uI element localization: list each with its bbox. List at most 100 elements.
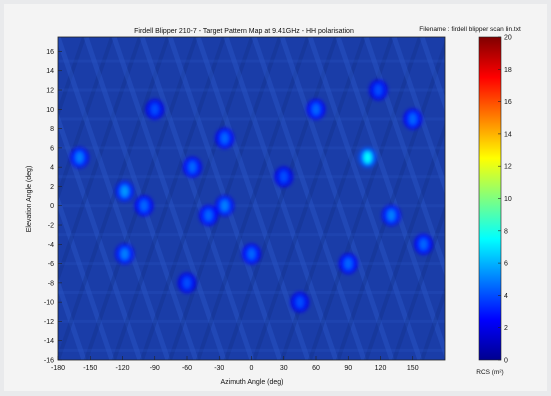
texture-line xyxy=(4,37,28,360)
y-tick-label: -4 xyxy=(48,242,54,249)
colorbar-tick-label: 4 xyxy=(504,293,508,300)
hotspot xyxy=(279,170,288,183)
texture-line xyxy=(58,275,87,360)
y-tick-label: 4 xyxy=(50,165,54,172)
hotspot xyxy=(140,199,148,212)
y-tick-label: -16 xyxy=(44,358,54,365)
texture-line xyxy=(196,37,310,360)
x-tick-label: 150 xyxy=(407,365,419,372)
colorbar-tick-label: 0 xyxy=(504,358,508,365)
x-tick-label: -30 xyxy=(214,365,224,372)
hotspot xyxy=(183,276,191,289)
colorbar-tick-label: 2 xyxy=(504,325,508,332)
x-axis: -180 -150 -120 -90 -60 -30 0 30 60 90 120 150 xyxy=(51,356,419,372)
texture-line xyxy=(419,37,445,113)
rcs-pattern-chart: Firdell Blipper 210-7 - Target Pattern M… xyxy=(4,26,547,386)
texture-line xyxy=(139,37,255,360)
x-tick-label: 60 xyxy=(312,365,320,372)
hotspot xyxy=(247,247,256,260)
colorbar-tick-label: 18 xyxy=(504,67,512,74)
texture-line xyxy=(140,37,254,360)
figure-window: Firdell Blipper 210-7 - Target Pattern M… xyxy=(4,4,547,391)
texture-line xyxy=(58,37,114,202)
texture-line xyxy=(391,37,445,195)
texture-line xyxy=(224,37,338,360)
y-tick-label: 0 xyxy=(50,203,54,210)
texture-line xyxy=(392,204,445,360)
hotspot xyxy=(408,112,417,125)
texture-line xyxy=(223,37,339,360)
colorbar-tick-label: 8 xyxy=(504,228,508,235)
colorbar-tick-label: 10 xyxy=(504,196,512,203)
x-tick-label: 120 xyxy=(375,365,387,372)
y-tick-label: 6 xyxy=(50,145,54,152)
texture-line xyxy=(58,37,170,360)
texture-line xyxy=(58,37,86,120)
y-axis: -16 -14 -12 -10 -8 -6 -4 -2 0 2 4 6 8 10 12 14 16 xyxy=(44,49,62,365)
texture-line xyxy=(58,193,115,360)
hotspot xyxy=(312,103,320,116)
texture-line xyxy=(58,37,142,284)
hotspot xyxy=(120,247,129,260)
colorbar-label: RCS (m²) xyxy=(476,369,503,376)
texture-line xyxy=(111,37,227,360)
y-tick-label: 12 xyxy=(46,88,54,95)
colorbar-tick-label: 6 xyxy=(504,261,508,268)
colorbar-tick-label: 16 xyxy=(504,99,512,106)
y-tick-label: -14 xyxy=(44,338,54,345)
texture-line xyxy=(308,37,422,360)
x-axis-label: Azimuth Angle (deg) xyxy=(220,379,283,386)
y-axis-label: Elevation Angle (deg) xyxy=(26,166,33,233)
x-tick-label: -60 xyxy=(182,365,192,372)
texture-line xyxy=(336,39,445,360)
x-tick-label: -180 xyxy=(51,365,65,372)
texture-line xyxy=(534,37,547,360)
texture-line xyxy=(58,37,171,360)
texture-line xyxy=(307,37,423,360)
x-tick-label: -120 xyxy=(115,365,129,372)
y-tick-label: 8 xyxy=(50,126,54,133)
hotspot xyxy=(387,209,396,222)
texture-line xyxy=(251,37,367,360)
colorbar-tick-label: 20 xyxy=(504,35,512,42)
texture-line xyxy=(506,37,547,360)
hotspot xyxy=(374,84,383,97)
texture-line xyxy=(534,37,547,360)
texture-line xyxy=(195,37,311,360)
y-tick-label: -10 xyxy=(44,300,54,307)
y-tick-label: 14 xyxy=(46,68,54,75)
hotspot xyxy=(363,151,372,164)
hotspot xyxy=(120,185,129,198)
y-tick-label: 16 xyxy=(46,49,54,56)
texture-line xyxy=(506,37,547,360)
heatmap-hotspots xyxy=(70,80,433,313)
y-tick-label: -8 xyxy=(48,280,54,287)
x-tick-label: -90 xyxy=(150,365,160,372)
filename-label: Filename : firdell blipper scan lin.txt xyxy=(419,26,521,33)
y-tick-label: 2 xyxy=(50,184,54,191)
colorbar xyxy=(478,36,502,361)
x-tick-label: -150 xyxy=(83,365,97,372)
hotspot xyxy=(220,132,229,145)
x-tick-label: 30 xyxy=(280,365,288,372)
texture-line xyxy=(335,37,445,359)
x-tick-label: 90 xyxy=(344,365,352,372)
colorbar-tick-label: 12 xyxy=(504,164,512,171)
colorbar-tick-label: 14 xyxy=(504,131,512,138)
texture-line xyxy=(58,111,143,360)
texture-line xyxy=(252,37,366,360)
hotspot xyxy=(75,151,84,164)
colorbar-axis: 0 2 4 6 8 10 12 14 16 18 20 xyxy=(498,35,512,365)
texture-line xyxy=(4,37,28,360)
hotspot xyxy=(295,296,304,309)
y-tick-label: 10 xyxy=(46,107,54,114)
hotspot xyxy=(344,257,353,270)
y-tick-label: -12 xyxy=(44,319,54,326)
y-tick-label: -2 xyxy=(48,223,54,230)
texture-line xyxy=(364,121,445,360)
chart-title: Firdell Blipper 210-7 - Target Pattern M… xyxy=(134,28,354,35)
hotspot xyxy=(220,199,229,212)
y-tick-label: -6 xyxy=(48,261,54,268)
texture-line xyxy=(420,286,445,360)
hotspot xyxy=(188,161,197,174)
